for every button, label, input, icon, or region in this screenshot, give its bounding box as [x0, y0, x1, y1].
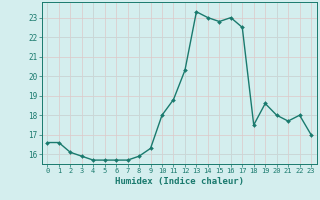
- X-axis label: Humidex (Indice chaleur): Humidex (Indice chaleur): [115, 177, 244, 186]
